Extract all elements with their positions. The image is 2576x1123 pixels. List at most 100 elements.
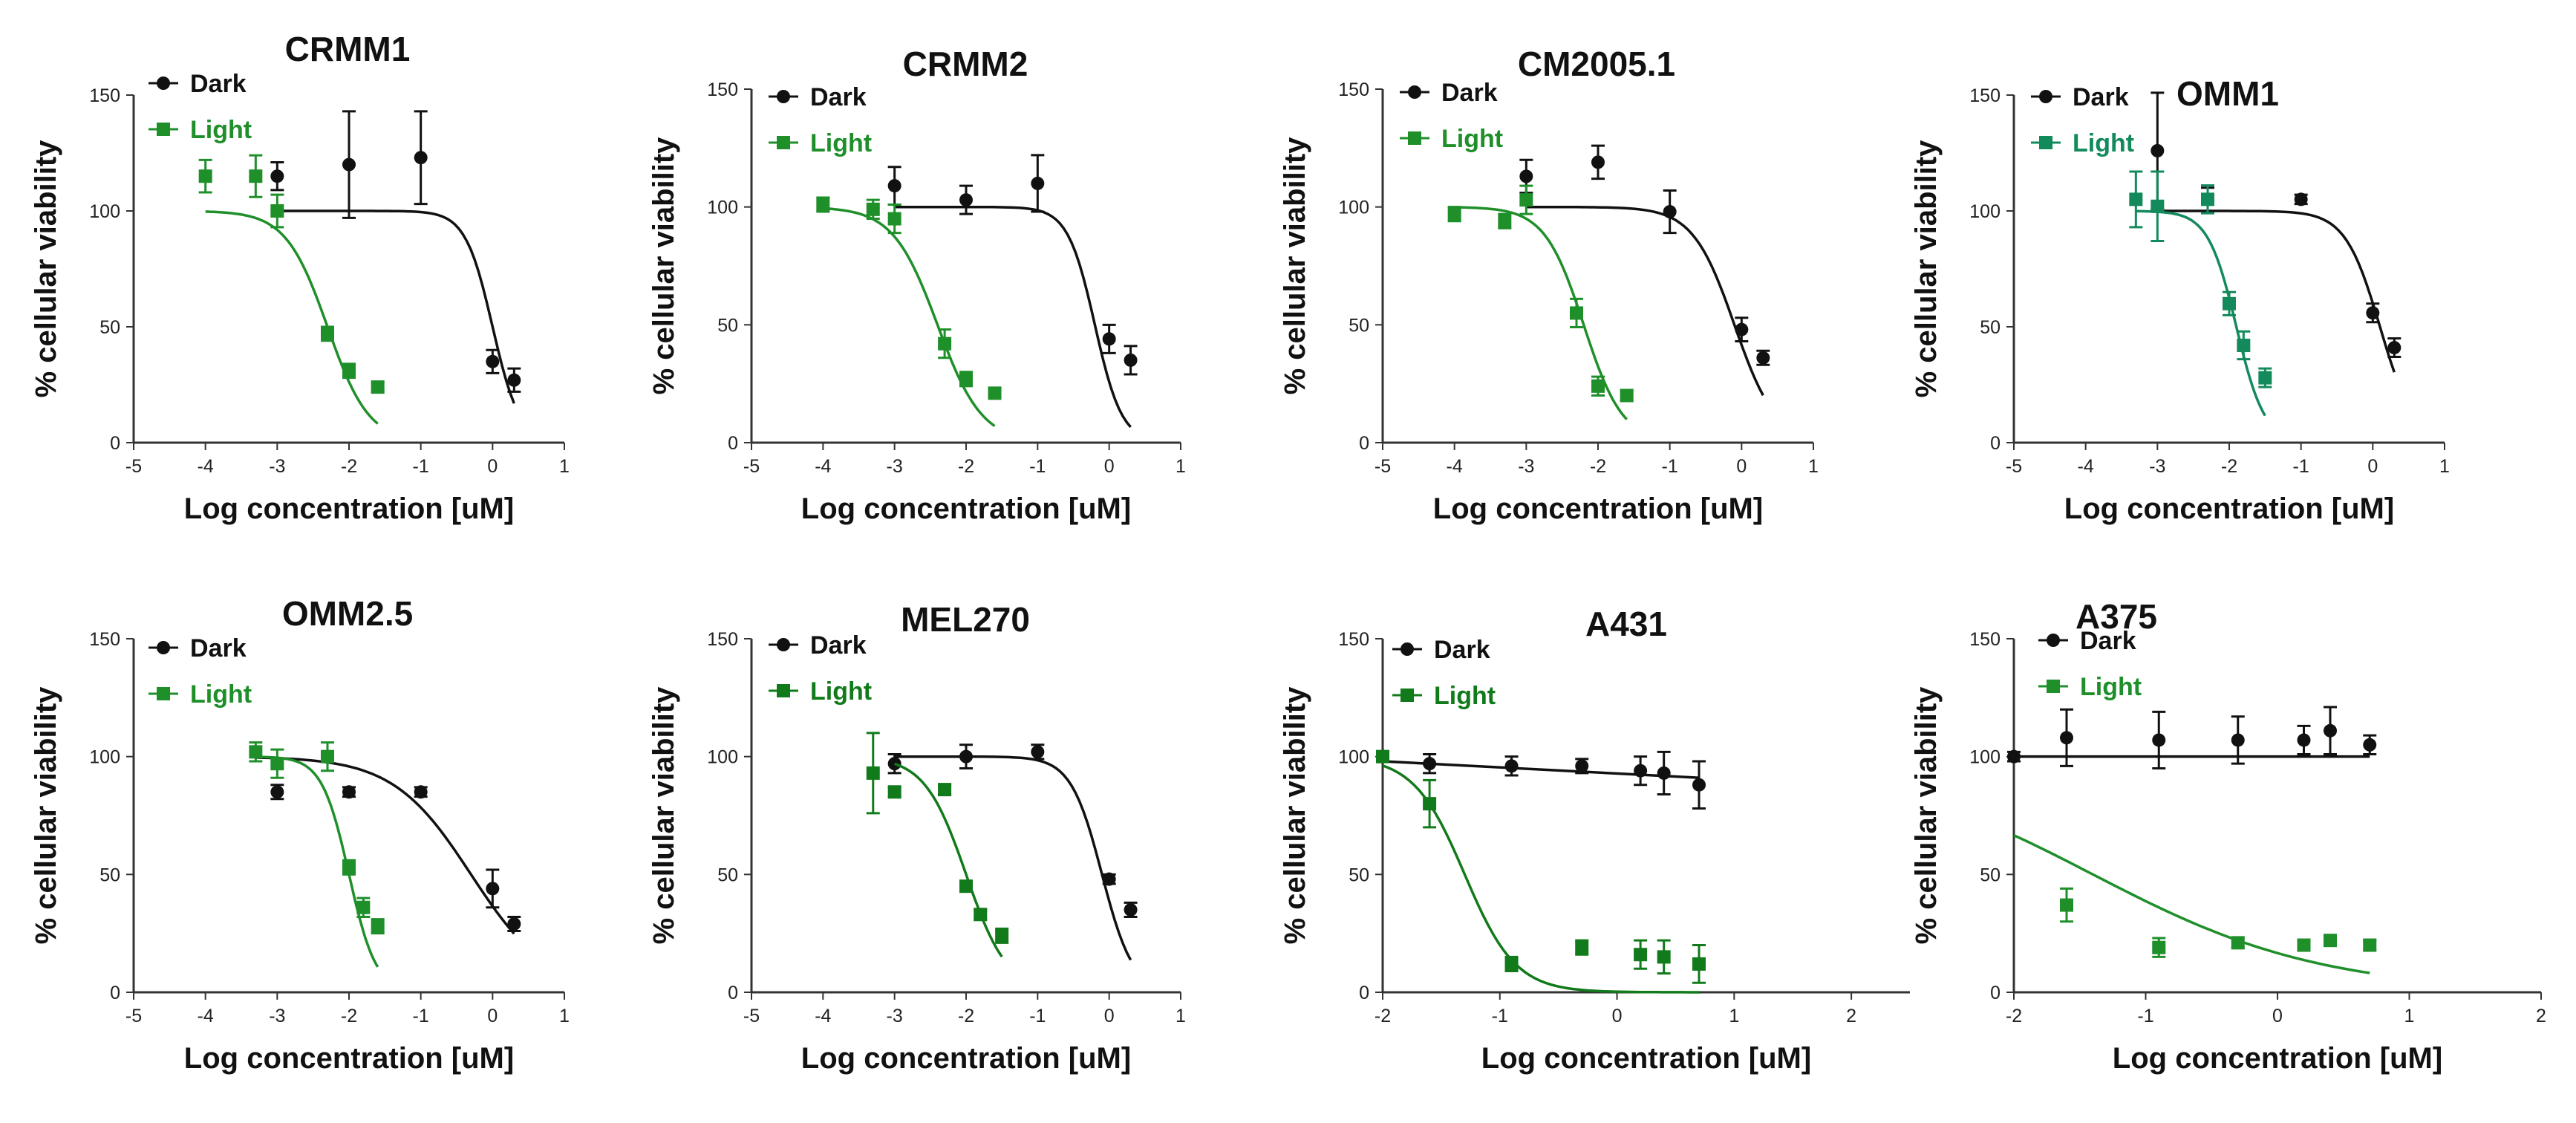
fit-curve-light xyxy=(1382,764,1699,994)
legend-label: Light xyxy=(190,680,252,709)
y-tick-label: 50 xyxy=(717,315,738,336)
x-tick-label: 1 xyxy=(1808,456,1819,477)
legend-entry-dark: Dark xyxy=(149,70,247,98)
legend-entry-light: Light xyxy=(769,129,872,157)
x-tick-label: -1 xyxy=(2293,456,2309,477)
data-point-light xyxy=(1423,797,1437,811)
legend-entry-light: Light xyxy=(1392,682,1496,710)
data-point-dark xyxy=(507,373,521,387)
x-tick-label: 0 xyxy=(487,456,498,477)
data-point-dark xyxy=(2151,143,2165,157)
data-point-light xyxy=(974,908,988,922)
data-point-light xyxy=(321,327,334,341)
y-tick-label: 0 xyxy=(1359,433,1369,454)
y-axis-label: % cellular viability xyxy=(1279,137,1311,395)
data-point-light xyxy=(959,372,973,386)
data-point-light xyxy=(2223,296,2236,310)
legend-entry-dark: Dark xyxy=(2031,83,2129,111)
x-tick-label: -3 xyxy=(269,1006,285,1026)
legend-marker xyxy=(777,684,790,697)
y-tick-label: 150 xyxy=(1969,85,2001,106)
series-light xyxy=(866,732,1009,958)
data-point-dark xyxy=(2387,341,2401,355)
data-point-dark xyxy=(2231,733,2245,747)
x-tick-label: -5 xyxy=(125,456,142,477)
legend-label: Dark xyxy=(190,70,247,98)
x-tick-label: 0 xyxy=(1104,456,1115,477)
y-tick-label: 0 xyxy=(110,433,120,454)
fit-curve-dark xyxy=(894,205,1132,429)
y-tick-label: 100 xyxy=(1338,198,1369,218)
x-axis-label: Log concentration [uM] xyxy=(2064,492,2394,525)
x-axis-label: Log concentration [uM] xyxy=(1481,1042,1811,1075)
x-tick-label: 2 xyxy=(2536,1006,2546,1026)
x-tick-label: -5 xyxy=(743,456,760,477)
series-light xyxy=(1376,749,1706,994)
legend-label: Light xyxy=(2073,129,2134,157)
data-point-light xyxy=(866,202,880,216)
x-tick-label: 1 xyxy=(2439,456,2450,477)
data-point-light xyxy=(1504,957,1519,971)
x-tick-label: -2 xyxy=(2221,456,2237,477)
fit-curve-dark xyxy=(277,209,515,404)
x-tick-label: 1 xyxy=(1175,456,1186,477)
legend-marker xyxy=(777,90,790,103)
data-point-dark xyxy=(1504,759,1519,773)
data-point-light xyxy=(1591,379,1605,393)
data-point-light xyxy=(1570,306,1583,320)
data-point-dark xyxy=(270,785,284,799)
legend-marker xyxy=(1408,85,1421,99)
legend-marker xyxy=(157,687,170,700)
x-tick-label: 1 xyxy=(1729,1006,1739,1026)
series-light xyxy=(198,154,385,425)
legend-marker xyxy=(1401,689,1414,702)
chart-panel-3: CM2005.1 -5 -4 -3 -2 -1 0 1 0 50 100 150 Log concent… xyxy=(1279,45,1819,525)
data-point-dark xyxy=(1735,322,1749,336)
legend-label: Dark xyxy=(1441,79,1498,107)
data-point-light xyxy=(887,785,901,799)
chart-title: CRMM1 xyxy=(285,30,411,68)
y-axis-label: % cellular viability xyxy=(648,686,680,945)
data-point-dark xyxy=(507,917,521,931)
legend-marker xyxy=(2047,680,2060,693)
x-tick-label: 0 xyxy=(2272,1006,2283,1026)
legend-entry-light: Light xyxy=(2031,129,2134,157)
legend-entry-light: Light xyxy=(149,680,252,709)
data-point-dark xyxy=(2294,192,2308,206)
data-point-dark xyxy=(887,179,901,193)
x-tick-label: -5 xyxy=(1375,456,1391,477)
x-tick-label: 1 xyxy=(559,456,570,477)
chart-title: OMM2.5 xyxy=(282,594,413,633)
x-tick-label: -1 xyxy=(413,1006,429,1026)
x-tick-label: -1 xyxy=(413,456,429,477)
fit-curve-light xyxy=(205,210,379,425)
y-tick-label: 150 xyxy=(707,79,738,100)
data-point-light xyxy=(1657,950,1671,964)
series-light xyxy=(249,741,385,968)
data-point-light xyxy=(249,745,263,759)
y-axis-label: % cellular viability xyxy=(30,140,62,398)
y-tick-label: 150 xyxy=(89,85,120,106)
legend-entry-light: Light xyxy=(1400,125,1503,153)
data-point-dark xyxy=(486,882,500,896)
data-point-light xyxy=(995,928,1009,943)
data-point-light xyxy=(2151,199,2165,213)
x-tick-label: 2 xyxy=(1846,1006,1856,1026)
x-tick-label: -4 xyxy=(815,1006,831,1026)
legend-label: Light xyxy=(810,677,872,706)
x-tick-label: -2 xyxy=(1375,1006,1391,1026)
x-tick-label: 1 xyxy=(559,1006,570,1026)
series-dark xyxy=(255,756,521,935)
y-tick-label: 50 xyxy=(1349,865,1369,885)
data-point-light xyxy=(249,169,263,183)
y-tick-label: 50 xyxy=(100,865,120,885)
y-tick-label: 100 xyxy=(1969,747,2001,768)
data-point-light xyxy=(1376,749,1389,764)
data-point-dark xyxy=(1575,759,1589,773)
legend-label: Dark xyxy=(190,634,247,663)
data-point-light xyxy=(2258,371,2272,385)
y-axis-label: % cellular viability xyxy=(30,686,62,945)
data-point-light xyxy=(2152,940,2166,954)
data-point-dark xyxy=(1657,766,1671,780)
fit-curve-light xyxy=(2013,834,2370,974)
